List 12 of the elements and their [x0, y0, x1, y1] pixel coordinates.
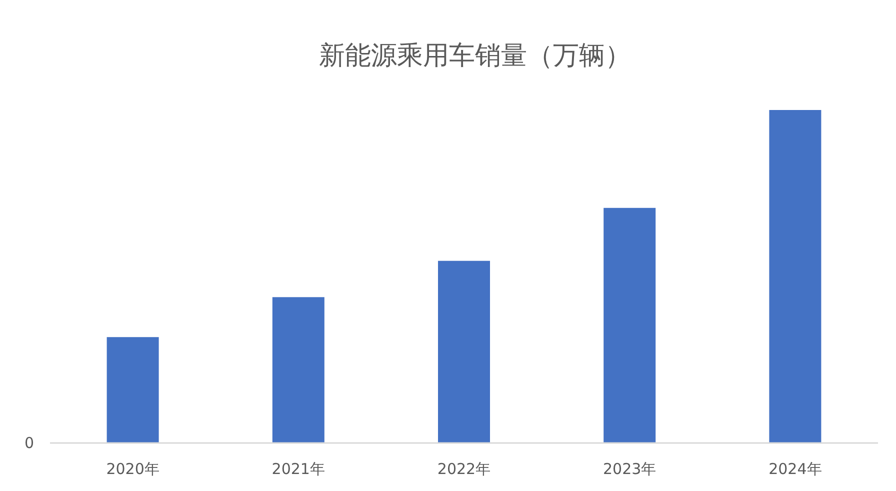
- bar: [438, 260, 490, 443]
- bar: [769, 110, 822, 443]
- x-tick-label: 2022年: [437, 460, 491, 478]
- x-tick-label: 2024年: [768, 460, 822, 478]
- bar: [272, 297, 324, 443]
- text: 0: [24, 434, 34, 452]
- x-tick-label: 2020年: [106, 460, 160, 478]
- chart-title: 新能源乘用车销量（万辆）: [319, 41, 631, 71]
- x-tick-label: 2023年: [603, 460, 656, 478]
- bar: [106, 337, 159, 443]
- x-tick-label: 2021年: [272, 460, 325, 478]
- bar: [604, 208, 656, 443]
